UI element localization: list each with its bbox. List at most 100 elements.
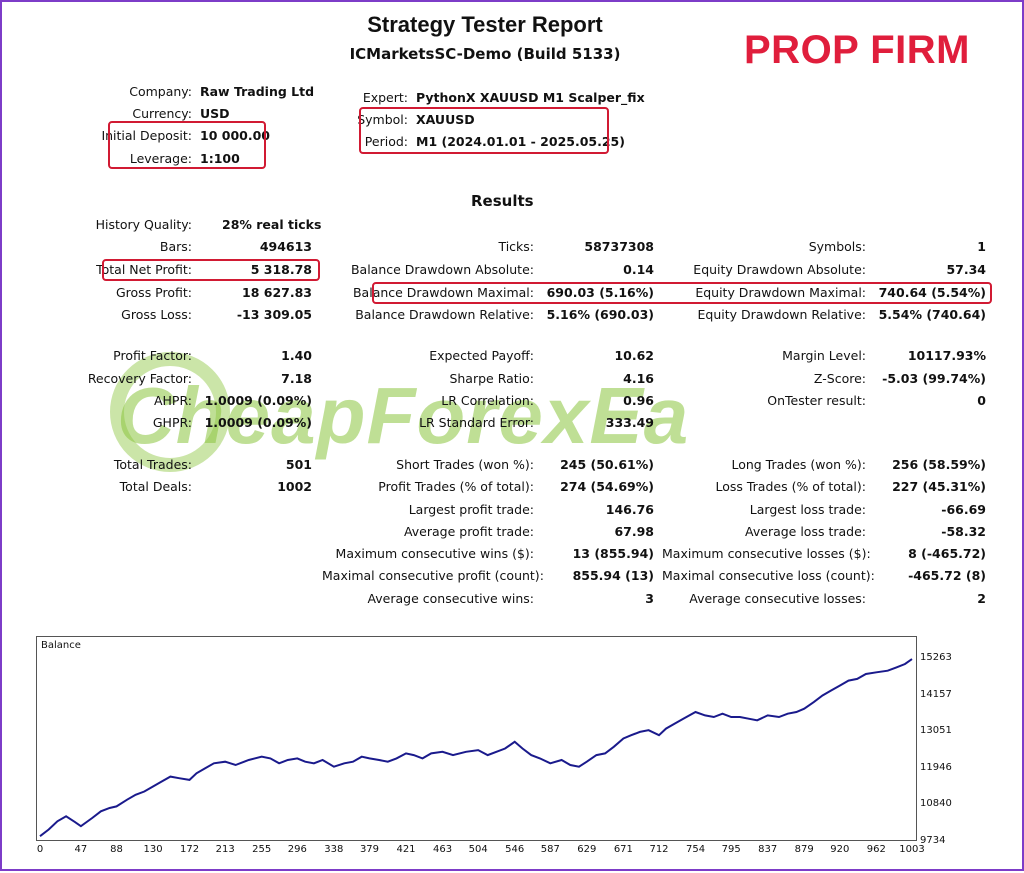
long-trades-value: 256 (58.59%) [892,457,986,472]
avg-cons-losses-label: Average consecutive losses: [689,591,866,606]
zscore-label: Z-Score: [813,371,866,386]
eq-dd-rel-label: Equity Drawdown Relative: [697,307,866,322]
gross-profit-value: 18 627.83 [242,285,312,300]
short-trades-label: Short Trades (won %): [396,457,534,472]
expert-value: PythonX XAUUSD M1 Scalper_fix [416,90,645,105]
company-value: Raw Trading Ltd [200,84,315,99]
maxl-cons-loss-value: -465.72 (8) [908,568,986,583]
margin-level-value: 10117.93% [907,348,986,363]
eq-dd-max-value: 740.64 (5.54%) [878,285,986,300]
symbol-period-highlight [359,107,609,154]
ticks-label: Ticks: [498,239,534,254]
bars-value: 494613 [259,239,312,254]
x-tick-label: 0 [36,844,44,855]
largest-profit-label: Largest profit trade: [408,502,534,517]
loss-trades-label: Loss Trades (% of total): [715,479,866,494]
bars-label: Bars: [159,239,192,254]
lr-corr-label: LR Correlation: [441,393,534,408]
eq-dd-max-label: Equity Drawdown Maximal: [695,285,866,300]
x-tick-label: 587 [540,844,560,855]
ontester-label: OnTester result: [767,393,866,408]
bal-dd-max-value: 690.03 (5.16%) [546,285,654,300]
period-value: M1 (2024.01.01 - 2025.05.25) [416,134,625,149]
ontester-value: 0 [977,393,986,408]
avg-cons-wins-value: 3 [645,591,654,606]
lr-err-label: LR Standard Error: [419,415,534,430]
profit-factor-label: Profit Factor: [113,348,192,363]
max-cons-wins-value: 13 (855.94) [572,546,654,561]
avg-cons-wins-label: Average consecutive wins: [367,591,534,606]
x-tick-label: 296 [287,844,307,855]
sharpe-value: 4.16 [623,371,654,386]
lr-err-value: 333.49 [605,415,654,430]
symbol-label: Symbol: [357,112,408,127]
results-header: Results [471,192,534,210]
ahpr-value: 1.0009 (0.09%) [204,393,312,408]
short-trades-value: 245 (50.61%) [560,457,654,472]
x-tick-label: 504 [468,844,488,855]
sharpe-label: Sharpe Ratio: [449,371,534,386]
expert-label: Expert: [362,90,408,105]
symbols-value: 1 [977,239,986,254]
net-profit-highlight [102,259,320,281]
avg-loss-label: Average loss trade: [745,524,866,539]
x-tick-label: 920 [830,844,850,855]
expected-payoff-label: Expected Payoff: [429,348,534,363]
x-tick-label: 338 [324,844,344,855]
chart-title: Balance [41,640,81,651]
largest-loss-label: Largest loss trade: [749,502,866,517]
total-deals-value: 1002 [277,479,312,494]
history-quality-value: 28% real ticks [222,217,322,232]
avg-loss-value: -58.32 [941,524,986,539]
x-tick-label: 47 [74,844,88,855]
bal-dd-rel-label: Balance Drawdown Relative: [355,307,534,322]
avg-profit-value: 67.98 [614,524,654,539]
x-tick-label: 379 [359,844,380,855]
largest-loss-value: -66.69 [941,502,986,517]
symbols-label: Symbols: [808,239,866,254]
largest-profit-value: 146.76 [605,502,654,517]
max-cons-wins-label: Maximum consecutive wins ($): [335,546,534,561]
max-cons-losses-value: 8 (-465.72) [908,546,986,561]
y-tick-label: 11946 [920,761,952,773]
margin-level-label: Margin Level: [782,348,866,363]
max-cons-losses-label: Maximum consecutive losses ($): [662,546,871,561]
period-label: Period: [364,134,408,149]
recovery-factor-value: 7.18 [281,371,312,386]
maxl-cons-profit-value: 855.94 (13) [572,568,654,583]
y-tick-label: 15263 [920,652,952,663]
gross-loss-label: Gross Loss: [121,307,192,322]
gross-loss-value: -13 309.05 [236,307,312,322]
currency-label: Currency: [132,106,192,121]
x-tick-label: 213 [215,844,235,855]
initial-deposit-label: Initial Deposit: [101,128,192,143]
expected-payoff-value: 10.62 [614,348,654,363]
x-tick-label: 629 [577,844,597,855]
total-deals-label: Total Deals: [119,479,192,494]
x-tick-label: 546 [505,844,525,855]
net-profit-value: 5 318.78 [250,262,312,277]
currency-value: USD [200,106,230,121]
initial-deposit-value: 10 000.00 [200,128,270,143]
total-trades-label: Total Trades: [113,457,192,472]
gross-profit-label: Gross Profit: [115,285,192,300]
balance-chart-frame [36,636,917,841]
maxl-cons-profit-label: Maximal consecutive profit (count): [322,568,544,583]
x-tick-label: 671 [613,844,633,855]
x-tick-label: 754 [685,844,706,855]
loss-trades-value: 227 (45.31%) [892,479,986,494]
profit-trades-label: Profit Trades (% of total): [378,479,534,494]
long-trades-label: Long Trades (won %): [731,457,866,472]
maxl-cons-loss-label: Maximal consecutive loss (count): [662,568,875,583]
drawdown-maximal-highlight [372,282,992,304]
x-tick-label: 421 [396,844,416,855]
recovery-factor-label: Recovery Factor: [87,371,192,386]
leverage-label: Leverage: [129,151,192,166]
lr-corr-value: 0.96 [623,393,654,408]
watermark-text: CheapForexEa [117,371,690,460]
bal-dd-abs-label: Balance Drawdown Absolute: [350,262,534,277]
ahpr-label: AHPR: [153,393,192,408]
history-quality-label: History Quality: [95,217,192,232]
eq-dd-abs-value: 57.34 [946,262,986,277]
report-title: Strategy Tester Report [367,12,603,37]
